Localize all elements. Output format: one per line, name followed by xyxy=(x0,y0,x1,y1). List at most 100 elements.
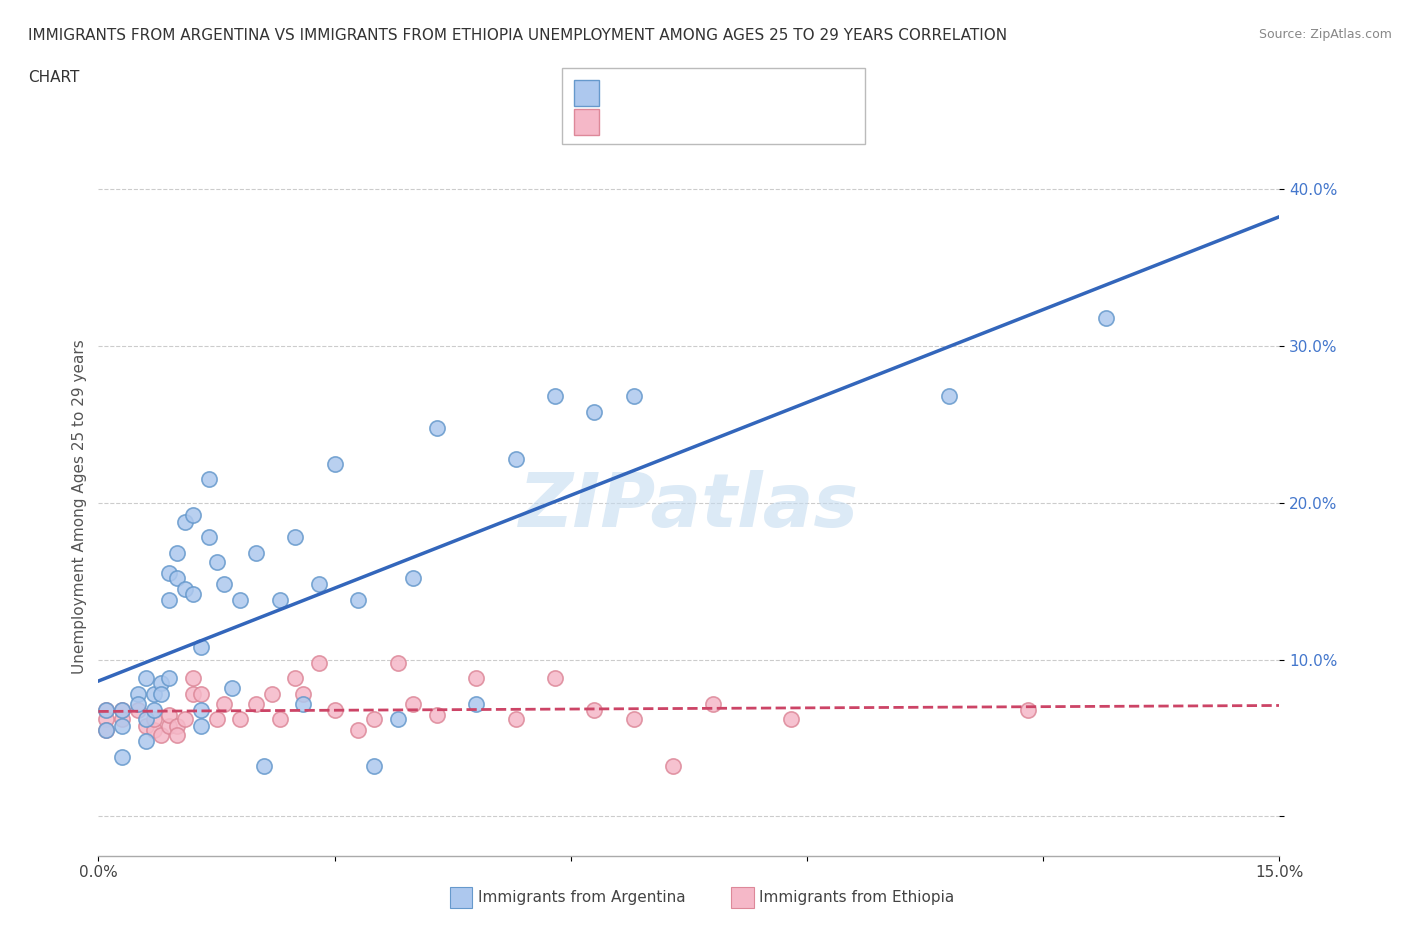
Point xyxy=(205,555,228,570)
Point xyxy=(347,723,370,737)
Point xyxy=(190,640,212,655)
Point xyxy=(544,389,567,404)
Point xyxy=(387,656,409,671)
Point xyxy=(190,718,212,733)
Point xyxy=(174,514,197,529)
Point xyxy=(96,723,118,737)
Point xyxy=(135,671,157,686)
Point xyxy=(197,530,219,545)
Point xyxy=(96,711,118,726)
Point xyxy=(150,727,173,742)
Point xyxy=(111,750,134,764)
Text: ZIPatlas: ZIPatlas xyxy=(519,471,859,543)
Point xyxy=(127,686,149,701)
Point xyxy=(142,711,165,726)
Point xyxy=(292,697,315,711)
Point xyxy=(127,697,149,711)
Point xyxy=(583,405,606,419)
Text: Immigrants from Ethiopia: Immigrants from Ethiopia xyxy=(759,890,955,905)
Point xyxy=(662,759,685,774)
Text: R =: R = xyxy=(607,114,636,129)
Point xyxy=(166,571,188,586)
Point xyxy=(583,702,606,717)
Point xyxy=(190,686,212,701)
Point xyxy=(157,592,180,607)
Text: R =: R = xyxy=(607,86,636,100)
Text: N = 42: N = 42 xyxy=(718,114,772,129)
Text: CHART: CHART xyxy=(28,70,80,85)
Point xyxy=(363,711,385,726)
Point xyxy=(323,702,346,717)
Text: -0.052: -0.052 xyxy=(655,114,710,129)
Point xyxy=(135,711,157,726)
Point xyxy=(402,697,425,711)
Point xyxy=(363,759,385,774)
Point xyxy=(253,759,276,774)
Point xyxy=(260,686,283,701)
Point xyxy=(229,592,252,607)
Point xyxy=(111,702,134,717)
Point xyxy=(245,546,267,561)
Point xyxy=(623,711,645,726)
Point xyxy=(465,697,488,711)
Text: 0.588: 0.588 xyxy=(655,86,703,100)
Point xyxy=(96,702,118,717)
Point xyxy=(229,711,252,726)
Point xyxy=(214,577,236,591)
Point xyxy=(284,671,307,686)
Point xyxy=(323,457,346,472)
Point xyxy=(292,686,315,701)
Point xyxy=(157,718,180,733)
Point xyxy=(166,727,188,742)
Point xyxy=(142,723,165,737)
Text: Immigrants from Argentina: Immigrants from Argentina xyxy=(478,890,686,905)
Point xyxy=(426,420,449,435)
Point xyxy=(127,702,149,717)
Point xyxy=(150,676,173,691)
Point xyxy=(181,671,204,686)
Point xyxy=(308,577,330,591)
Point xyxy=(505,452,527,467)
Point xyxy=(181,508,204,523)
Point xyxy=(111,702,134,717)
Point xyxy=(96,702,118,717)
Point xyxy=(702,697,724,711)
Point xyxy=(505,711,527,726)
Point xyxy=(181,587,204,602)
Point xyxy=(214,697,236,711)
Point xyxy=(111,711,134,726)
Point xyxy=(135,718,157,733)
Point xyxy=(157,566,180,581)
Text: Source: ZipAtlas.com: Source: ZipAtlas.com xyxy=(1258,28,1392,41)
Point xyxy=(166,546,188,561)
Point xyxy=(544,671,567,686)
Point xyxy=(308,656,330,671)
Point xyxy=(465,671,488,686)
Point xyxy=(166,718,188,733)
Point xyxy=(205,711,228,726)
Point xyxy=(426,707,449,722)
Point xyxy=(1095,311,1118,325)
Point xyxy=(142,686,165,701)
Point xyxy=(197,472,219,487)
Point xyxy=(347,592,370,607)
Point xyxy=(221,681,243,696)
Point xyxy=(135,734,157,749)
Point xyxy=(111,718,134,733)
Point xyxy=(938,389,960,404)
Point xyxy=(181,686,204,701)
Point xyxy=(150,686,173,701)
Point xyxy=(96,723,118,737)
Point xyxy=(157,671,180,686)
Point xyxy=(245,697,267,711)
Point xyxy=(269,711,291,726)
Point xyxy=(284,530,307,545)
Point xyxy=(387,711,409,726)
Point xyxy=(157,707,180,722)
Point xyxy=(780,711,803,726)
Text: IMMIGRANTS FROM ARGENTINA VS IMMIGRANTS FROM ETHIOPIA UNEMPLOYMENT AMONG AGES 25: IMMIGRANTS FROM ARGENTINA VS IMMIGRANTS … xyxy=(28,28,1007,43)
Point xyxy=(623,389,645,404)
Y-axis label: Unemployment Among Ages 25 to 29 years: Unemployment Among Ages 25 to 29 years xyxy=(72,339,87,674)
Point xyxy=(190,702,212,717)
Point xyxy=(174,581,197,596)
